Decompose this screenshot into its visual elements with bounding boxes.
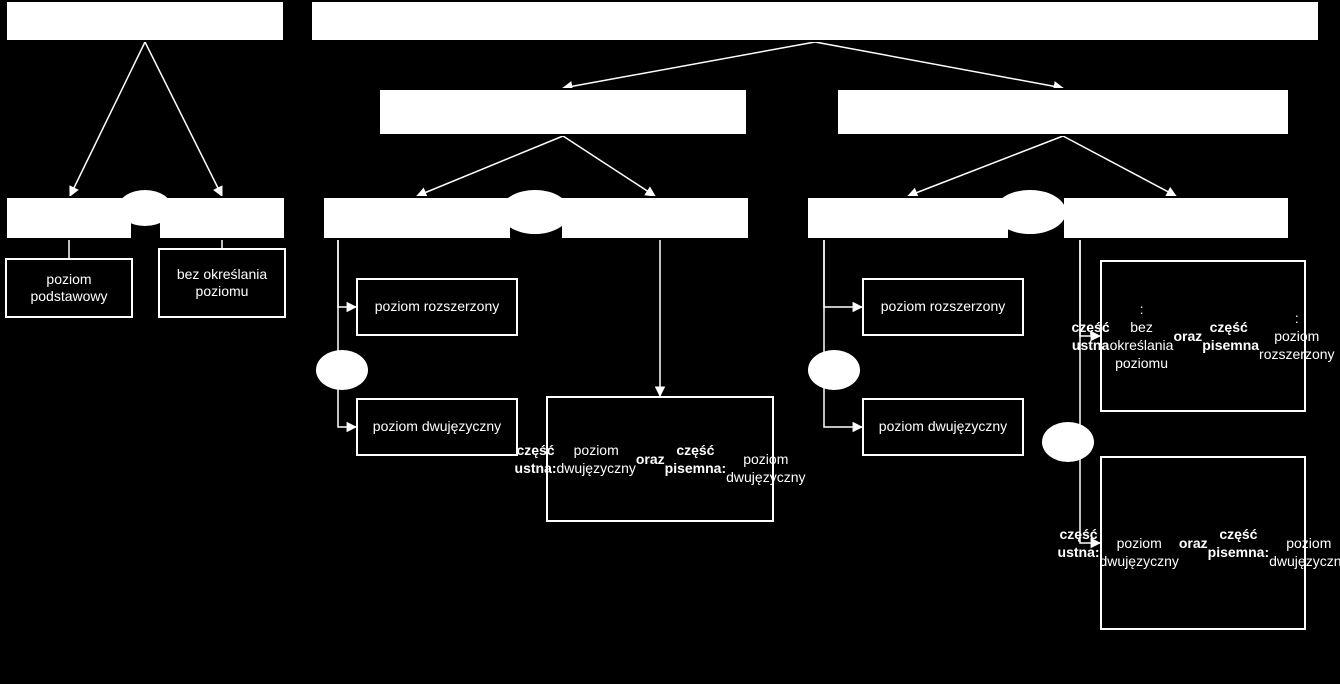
node-n_r_ust bbox=[1062, 196, 1290, 240]
connector-ellipse bbox=[994, 190, 1066, 234]
connector-ellipse bbox=[808, 350, 860, 390]
node-n_l_ust bbox=[158, 196, 286, 240]
node-leaf_pp: poziom podstawowy bbox=[5, 258, 133, 318]
node-n_left_top bbox=[5, 0, 285, 42]
edge bbox=[908, 136, 1063, 196]
edge bbox=[338, 240, 356, 307]
edge bbox=[1080, 240, 1100, 543]
node-leaf_r_roz: poziom rozszerzony bbox=[862, 278, 1024, 336]
edge bbox=[563, 136, 655, 196]
edge bbox=[824, 240, 862, 427]
node-leaf_m_roz: poziom rozszerzony bbox=[356, 278, 518, 336]
node-n_m_pis bbox=[322, 196, 512, 240]
connector-ellipse bbox=[1042, 422, 1094, 462]
connector-ellipse bbox=[500, 190, 570, 234]
node-leaf_m_ust: część ustna: poziom dwujęzycznyorazczęść… bbox=[546, 396, 774, 522]
node-n_r_pis bbox=[806, 196, 1010, 240]
node-leaf_ru_1: część ustna:bez określania poziomuorazcz… bbox=[1100, 260, 1306, 412]
node-n_mid_left bbox=[378, 88, 748, 136]
edge bbox=[70, 42, 145, 196]
edge bbox=[1063, 136, 1176, 196]
edge bbox=[824, 240, 862, 307]
node-n_l_pis bbox=[5, 196, 133, 240]
edge bbox=[815, 42, 1063, 88]
edge bbox=[145, 42, 222, 196]
connector-ellipse bbox=[118, 190, 172, 226]
edge bbox=[417, 136, 563, 196]
node-n_m_ust bbox=[560, 196, 750, 240]
edge bbox=[338, 240, 356, 427]
node-leaf_bez: bez określania poziomu bbox=[158, 248, 286, 318]
node-n_right_top bbox=[310, 0, 1320, 42]
node-leaf_ru_2: część ustna:poziom dwujęzycznyorazczęść … bbox=[1100, 456, 1306, 630]
node-leaf_r_dwu: poziom dwujęzyczny bbox=[862, 398, 1024, 456]
node-n_mid_right bbox=[836, 88, 1290, 136]
connector-ellipse bbox=[316, 350, 368, 390]
node-leaf_m_dwu: poziom dwujęzyczny bbox=[356, 398, 518, 456]
edge bbox=[563, 42, 815, 88]
